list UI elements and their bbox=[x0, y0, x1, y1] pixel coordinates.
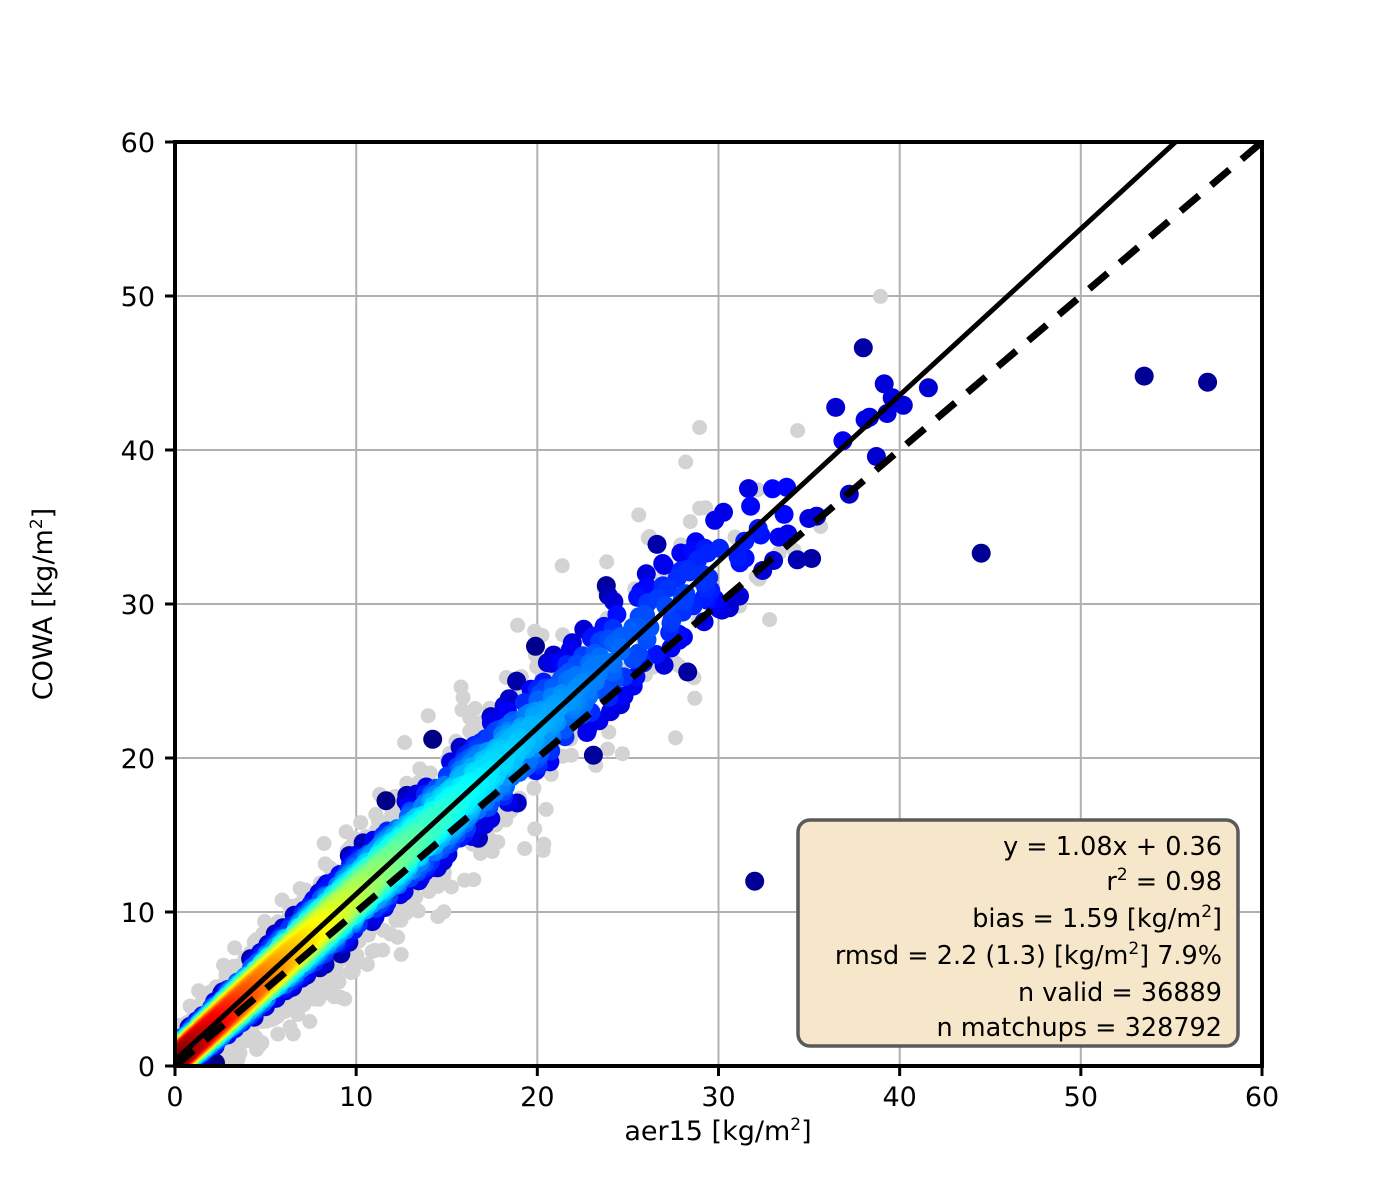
x-axis-label: aer15 [kg/m2] bbox=[624, 1115, 811, 1147]
y-tick-50: 50 bbox=[121, 282, 155, 313]
x-tick-30: 30 bbox=[701, 1082, 735, 1113]
y-tick-0: 0 bbox=[138, 1052, 155, 1083]
y-axis-label: COWA [kg/m2] bbox=[27, 508, 59, 700]
x-tick-10: 10 bbox=[339, 1082, 373, 1113]
y-tick-60: 60 bbox=[121, 128, 155, 159]
x-tick-50: 50 bbox=[1064, 1082, 1098, 1113]
x-tick-20: 20 bbox=[520, 1082, 554, 1113]
x-axis-tick-labels: 0 10 20 30 40 50 60 bbox=[166, 1082, 1279, 1113]
x-tick-0: 0 bbox=[166, 1082, 183, 1113]
tick-marks bbox=[165, 140, 1264, 1076]
y-axis-tick-labels: 0 10 20 30 40 50 60 bbox=[121, 128, 155, 1083]
y-tick-20: 20 bbox=[121, 744, 155, 775]
stat-fit-equation: y = 1.08x + 0.36 bbox=[1003, 832, 1222, 862]
stat-rmsd: rmsd = 2.2 (1.3) [kg/m2] 7.9% bbox=[835, 939, 1222, 971]
regression-line bbox=[175, 142, 1178, 1063]
y-tick-30: 30 bbox=[121, 590, 155, 621]
x-tick-60: 60 bbox=[1245, 1082, 1279, 1113]
stat-r-squared: r2 = 0.98 bbox=[1106, 865, 1222, 897]
stat-bias: bias = 1.59 [kg/m2] bbox=[972, 902, 1222, 934]
statistics-box-frame bbox=[796, 818, 1240, 1048]
stat-n-valid: n valid = 36889 bbox=[1018, 978, 1222, 1008]
y-tick-10: 10 bbox=[121, 898, 155, 929]
stat-n-matchups: n matchups = 328792 bbox=[937, 1013, 1222, 1043]
statistics-box: y = 1.08x + 0.36 r2 = 0.98 bias = 1.59 [… bbox=[796, 818, 1240, 1048]
x-tick-40: 40 bbox=[882, 1082, 916, 1113]
y-tick-40: 40 bbox=[121, 436, 155, 467]
